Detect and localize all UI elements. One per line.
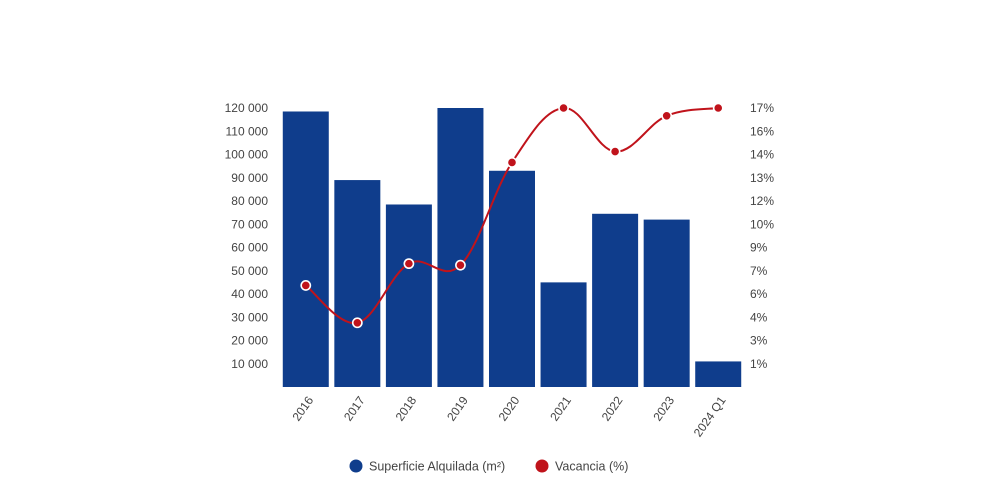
x-tick-label: 2020: [496, 393, 523, 423]
x-tick-label: 2017: [341, 393, 368, 423]
line-point: [351, 317, 363, 329]
right-axis-ticks: 1% 3% 4% 6% 7% 9% 10% 12% 13% 14% 16% 17%: [750, 101, 774, 371]
line-point: [300, 280, 312, 291]
left-tick-label: 60 000: [231, 241, 268, 255]
right-tick-label: 16%: [750, 124, 774, 138]
line-point: [661, 110, 673, 122]
x-tick-label: 2016: [289, 393, 316, 423]
bar: [489, 170, 535, 387]
line-point: [712, 102, 724, 114]
legend-label-bars: Superficie Alquilada (m²): [369, 460, 505, 474]
left-tick-label: 20 000: [231, 334, 268, 348]
right-tick-label: 13%: [750, 171, 774, 185]
right-tick-label: 10%: [750, 217, 774, 231]
left-tick-label: 90 000: [231, 171, 268, 185]
right-tick-label: 6%: [750, 287, 768, 301]
right-tick-label: 3%: [750, 334, 768, 348]
bar: [540, 282, 587, 387]
left-tick-label: 40 000: [231, 287, 268, 301]
right-tick-label: 12%: [750, 194, 774, 208]
left-tick-label: 110 000: [226, 124, 269, 138]
bar: [334, 180, 381, 387]
x-tick-label: 2024 Q1: [691, 393, 729, 439]
bar: [282, 111, 329, 388]
x-tick-label: 2023: [650, 393, 677, 423]
left-tick-label: 80 000: [231, 194, 268, 208]
bar: [643, 219, 690, 387]
right-tick-label: 7%: [750, 264, 768, 278]
bar: [437, 108, 484, 387]
legend-marker-line: [535, 459, 549, 473]
line-point: [403, 258, 415, 270]
x-tick-label: 2019: [444, 393, 471, 423]
left-tick-label: 10 000: [231, 357, 268, 371]
right-tick-label: 1%: [750, 357, 768, 371]
x-tick-label: 2018: [393, 393, 420, 423]
legend-label-line: Vacancia (%): [555, 460, 628, 474]
left-tick-label: 120 000: [225, 101, 269, 115]
left-tick-label: 30 000: [231, 310, 268, 324]
left-tick-label: 50 000: [231, 264, 268, 278]
line-series: [300, 102, 724, 329]
bar-series: [282, 108, 742, 388]
right-tick-label: 9%: [750, 241, 768, 255]
line-point: [558, 102, 569, 114]
x-tick-label: 2021: [547, 393, 574, 423]
left-tick-label: 70 000: [231, 217, 268, 231]
right-tick-label: 4%: [750, 310, 768, 324]
left-tick-label: 100 000: [225, 148, 269, 162]
x-axis-ticks: 2016 2017 2018 2019 2020 2021 2022 2023 2024 Q1: [289, 393, 728, 439]
line-point: [506, 157, 518, 168]
right-tick-label: 17%: [750, 101, 774, 115]
right-tick-label: 14%: [750, 148, 774, 162]
line-point: [455, 259, 466, 271]
bar: [592, 213, 639, 387]
legend: Superficie Alquilada (m²) Vacancia (%): [349, 459, 628, 474]
left-axis-ticks: 10 000 20 000 30 000 40 000 50 000 60 000 70 0…: [225, 101, 269, 371]
bar: [385, 204, 432, 387]
legend-marker-bars: [349, 459, 363, 473]
line-point: [609, 146, 621, 157]
bar: [695, 361, 742, 387]
x-tick-label: 2022: [599, 393, 626, 423]
